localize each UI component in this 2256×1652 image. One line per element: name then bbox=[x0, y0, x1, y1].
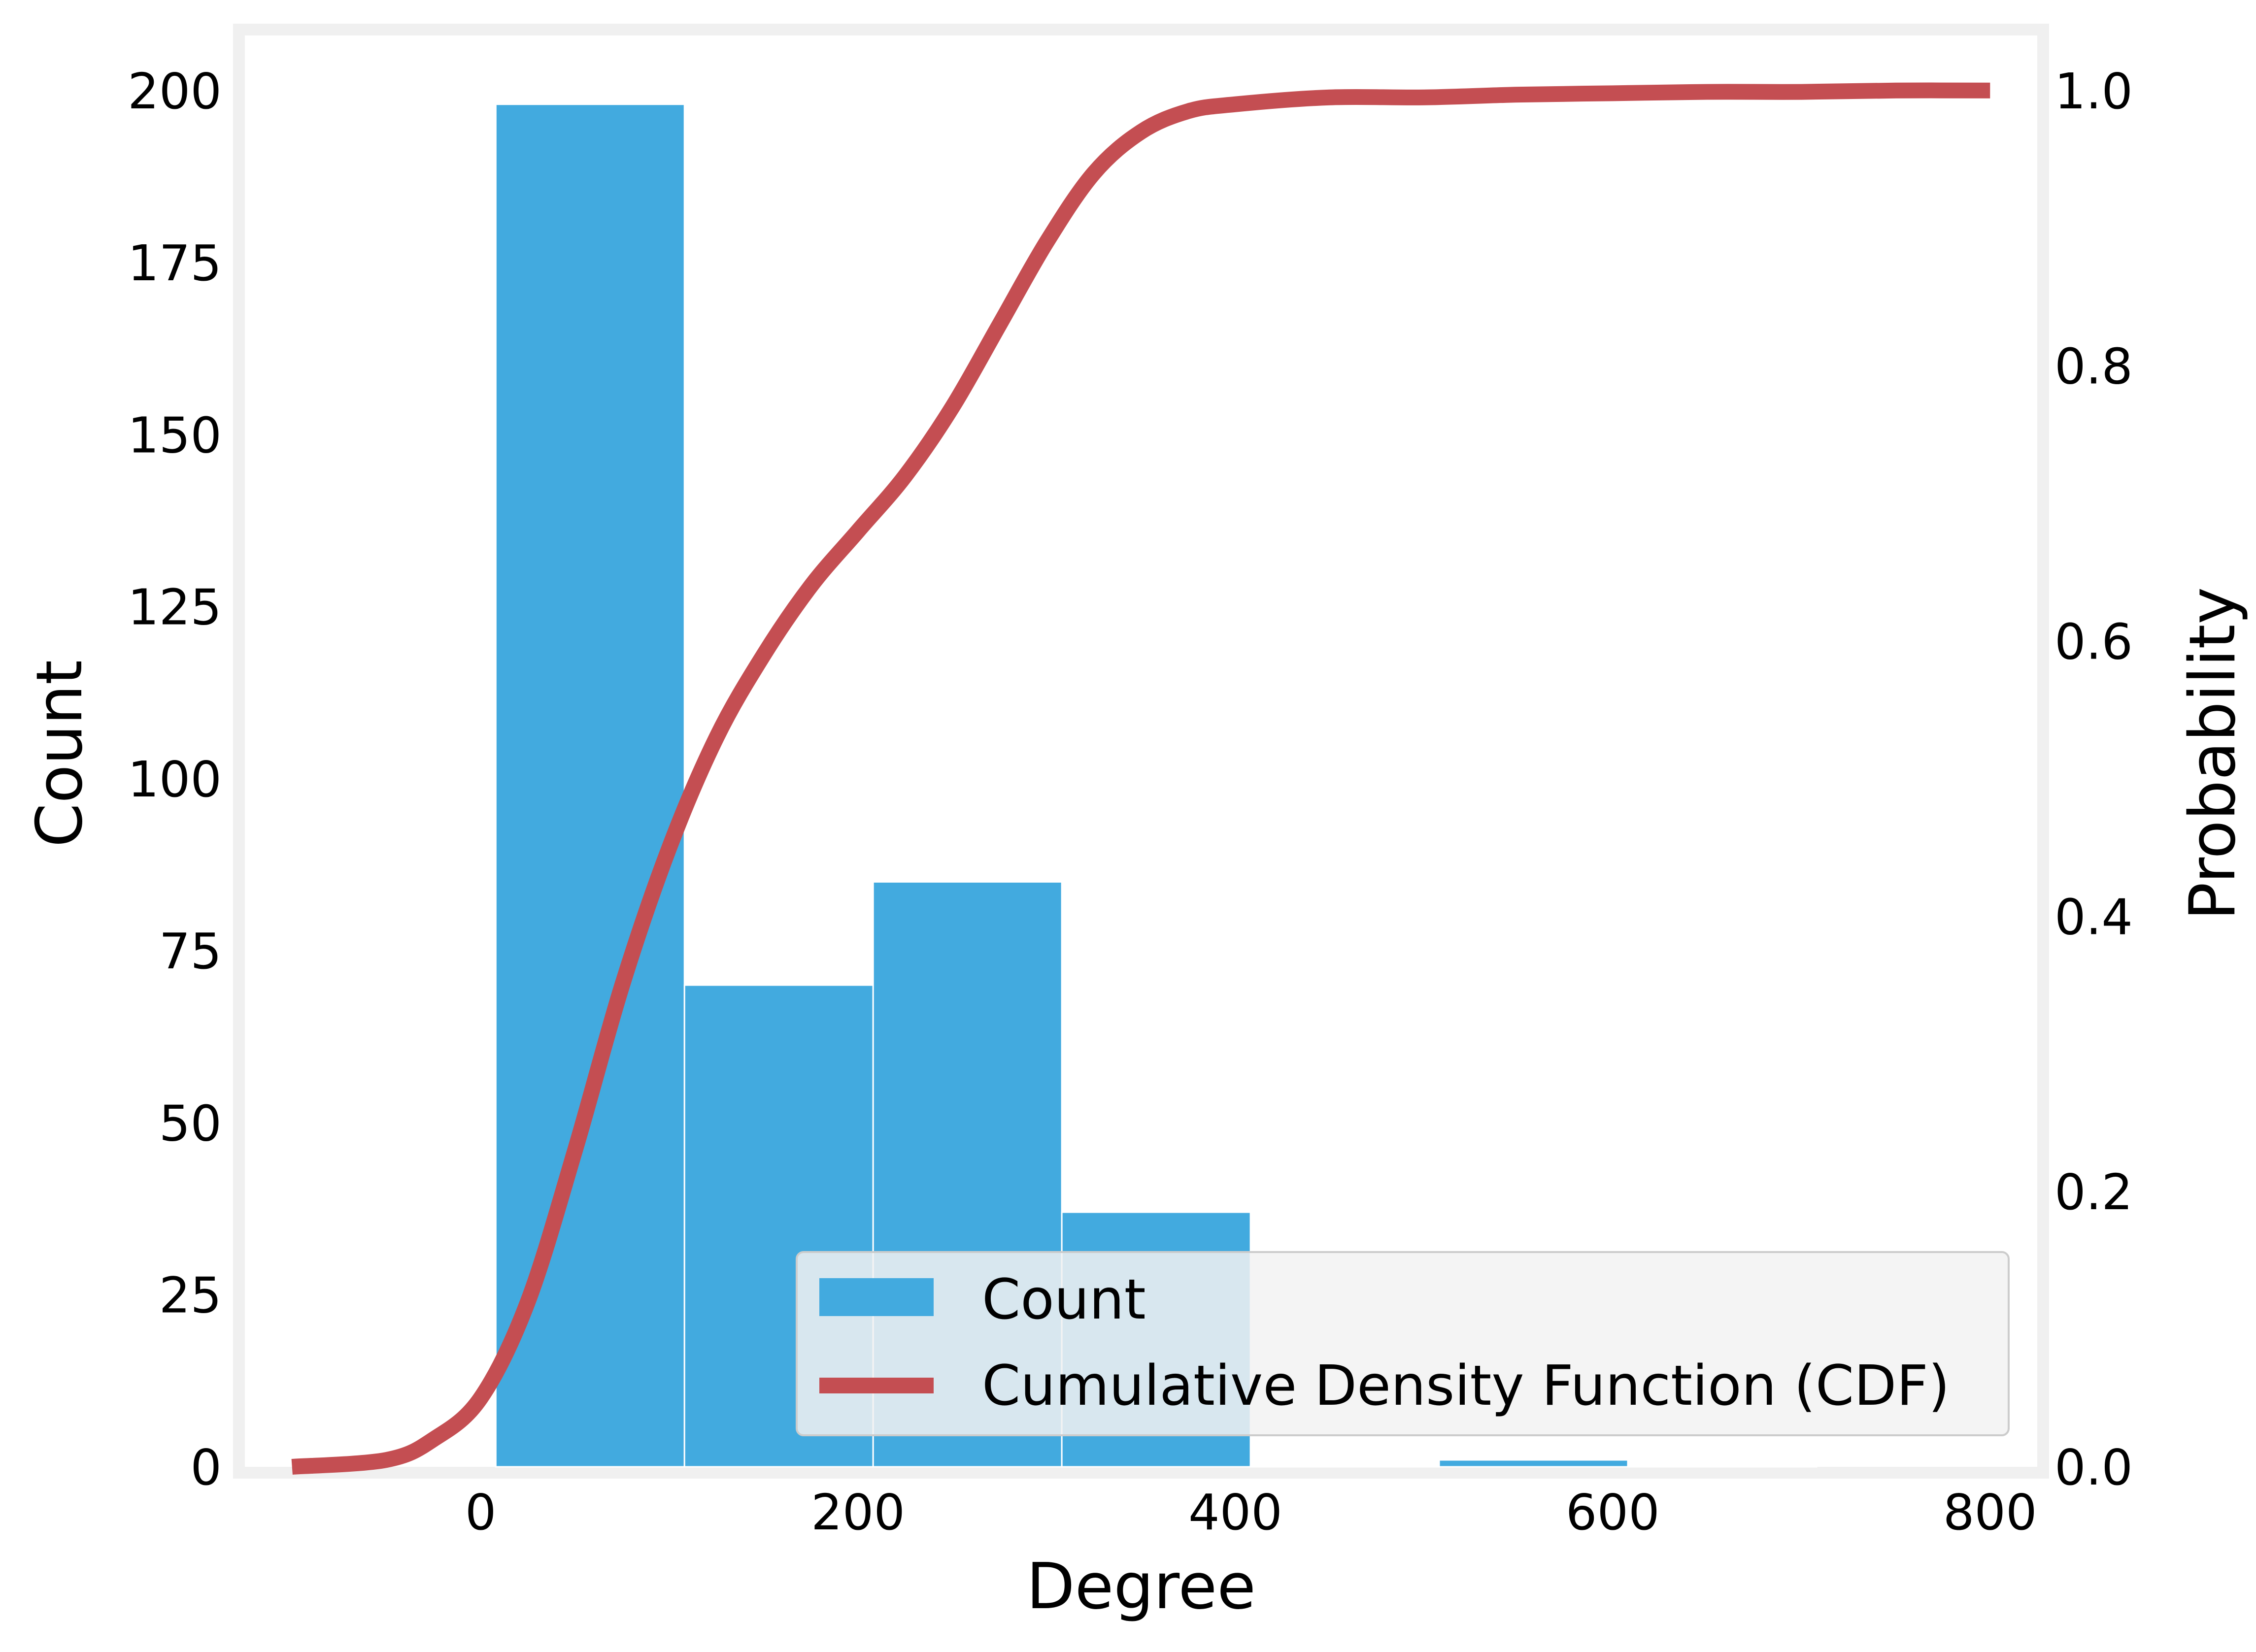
x-tick-label: 400 bbox=[1188, 1484, 1282, 1541]
legend: Count Cumulative Density Function (CDF) bbox=[796, 1251, 2010, 1436]
x-ticks-layer: 0 200 400 600 800 bbox=[465, 1484, 2037, 1541]
y-ticks-layer: 0 25 50 75 100 125 150 175 200 bbox=[128, 63, 222, 1496]
histogram-bar bbox=[1627, 1465, 1818, 1468]
y-tick-label: 75 bbox=[159, 923, 222, 980]
y2-tick-label: 0.6 bbox=[2054, 613, 2133, 670]
x-tick-label: 600 bbox=[1566, 1484, 1660, 1541]
x-tick-label: 0 bbox=[465, 1484, 497, 1541]
y2-axis-label: Probability bbox=[2176, 587, 2250, 921]
cdf-layer bbox=[291, 82, 1990, 1475]
y2-ticks-layer: 0.0 0.2 0.4 0.6 0.8 1.0 bbox=[2054, 63, 2133, 1496]
y-tick-label: 200 bbox=[128, 63, 222, 120]
legend-box bbox=[796, 1251, 2010, 1436]
y-axis-label: Count bbox=[23, 660, 97, 847]
y-tick-label: 100 bbox=[128, 751, 222, 808]
y-tick-label: 175 bbox=[128, 234, 222, 292]
histogram-bar bbox=[1249, 1465, 1440, 1468]
x-axis-label: Degree bbox=[1026, 1550, 1256, 1623]
histogram-bar bbox=[1438, 1459, 1629, 1468]
y2-tick-label: 0.0 bbox=[2054, 1439, 2133, 1496]
y2-tick-label: 1.0 bbox=[2054, 63, 2133, 120]
y-tick-label: 50 bbox=[159, 1094, 222, 1152]
y2-tick-label: 0.4 bbox=[2054, 888, 2133, 946]
legend-cdf-label: Cumulative Density Function (CDF) bbox=[982, 1354, 1950, 1418]
y-tick-label: 25 bbox=[159, 1267, 222, 1324]
cdf-line bbox=[291, 82, 1990, 1475]
y-tick-label: 0 bbox=[190, 1439, 222, 1496]
y-tick-label: 125 bbox=[128, 579, 222, 636]
y2-tick-label: 0.2 bbox=[2054, 1163, 2133, 1221]
histogram-bar bbox=[495, 103, 685, 1468]
legend-count-label: Count bbox=[982, 1268, 1146, 1332]
x-tick-label: 200 bbox=[811, 1484, 905, 1541]
y-tick-label: 150 bbox=[128, 406, 222, 464]
legend-count-swatch bbox=[819, 1278, 934, 1316]
x-tick-label: 800 bbox=[1943, 1484, 2037, 1541]
y2-tick-label: 0.8 bbox=[2054, 338, 2133, 396]
